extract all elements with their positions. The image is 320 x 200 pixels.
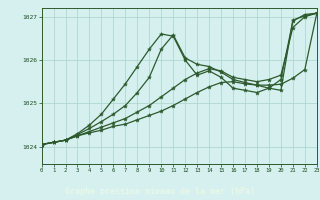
Text: Graphe pression niveau de la mer (hPa): Graphe pression niveau de la mer (hPa) xyxy=(65,186,255,196)
